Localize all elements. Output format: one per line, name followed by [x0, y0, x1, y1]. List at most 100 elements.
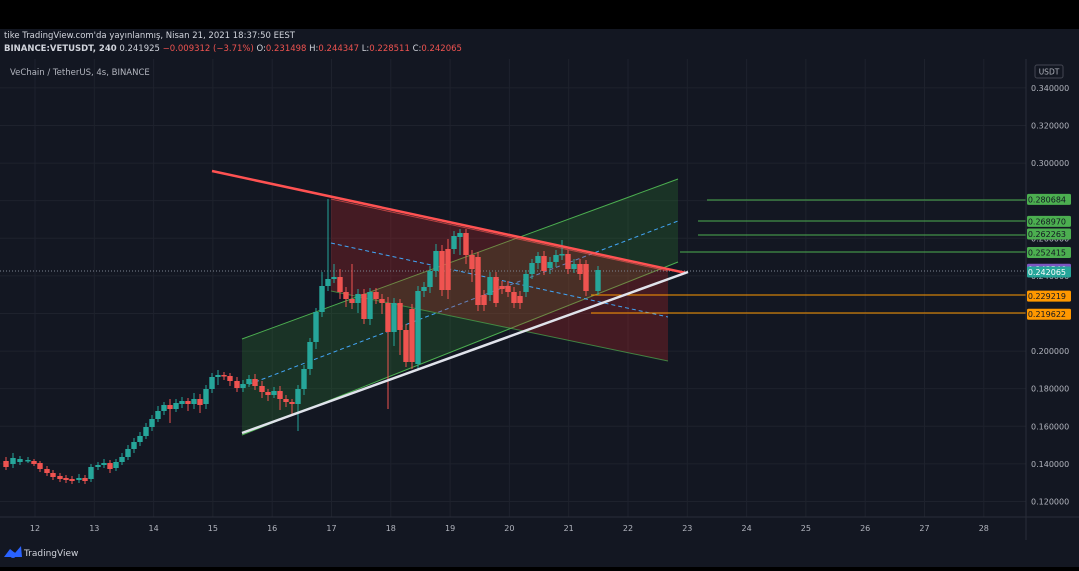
- candle-body: [337, 277, 343, 292]
- candle-body: [499, 286, 505, 289]
- published-line: tike TradingView.com'da yayınlanmış, Nis…: [4, 31, 295, 41]
- chart-svg: 0.3400000.3200000.3000000.2800000.260000…: [0, 59, 1079, 540]
- candle-body: [445, 249, 451, 290]
- candle-body: [131, 442, 137, 449]
- ascending-channel-mid: [241, 220, 679, 388]
- candle-body: [63, 478, 69, 480]
- level-label-bg: [1027, 228, 1071, 240]
- candle-body: [319, 286, 325, 312]
- level-label-bg: [1027, 193, 1071, 205]
- price-change: −0.009312 (−3.71%): [162, 44, 254, 54]
- candle-body: [203, 389, 209, 404]
- candle-body: [295, 389, 301, 404]
- candle-body: [451, 236, 457, 249]
- date-tick-label: 15: [208, 524, 218, 533]
- candle-body: [88, 467, 94, 479]
- date-tick-label: 28: [979, 524, 989, 533]
- candle-body: [44, 469, 50, 473]
- candle-body: [523, 274, 529, 292]
- price-tick-label: 0.160000: [1031, 422, 1069, 431]
- date-tick-label: 24: [742, 524, 752, 533]
- candle-body: [76, 478, 82, 480]
- descending-channel-fill: [331, 199, 668, 361]
- high-value: 0.244347: [318, 44, 359, 54]
- date-ticks: 12 13 14 15 16 17 18 19 20 21 22 23 24 25 26 27 28: [30, 524, 989, 533]
- candle-body: [313, 312, 319, 342]
- candle-body: [185, 401, 191, 404]
- candle-body: [37, 463, 43, 469]
- candle-body: [541, 256, 547, 271]
- date-tick-label: 18: [386, 524, 396, 533]
- level-label-text: 0.219622: [1028, 310, 1066, 319]
- candle-body: [167, 405, 173, 409]
- currency-button[interactable]: USDT: [1034, 64, 1064, 79]
- level-label-text: 0.252415: [1028, 249, 1066, 258]
- candle-body: [391, 303, 397, 332]
- close-value: 0.242065: [421, 44, 462, 54]
- candle-body: [559, 254, 565, 256]
- symbol-ohlc-line: BINANCE:VETUSDT, 240 0.241925 −0.009312 …: [4, 44, 462, 55]
- candle-body: [234, 381, 240, 388]
- descending-trendline: [211, 169, 687, 275]
- candle-body: [265, 392, 271, 395]
- candle-body: [487, 277, 493, 295]
- date-tick-label: 21: [564, 524, 574, 533]
- level-label-bg: [1027, 308, 1071, 320]
- candle-body: [209, 377, 215, 389]
- candle-body: [367, 292, 373, 319]
- candle-body: [355, 294, 361, 303]
- level-labels: 0.2806840.2689700.2622630.2524150.243546…: [1027, 193, 1071, 320]
- candle-body: [125, 449, 131, 457]
- symbol-label: BINANCE:VETUSDT, 240: [4, 44, 117, 54]
- candle-body: [179, 401, 185, 404]
- candle-body: [571, 264, 577, 269]
- level-label-text: 0.280684: [1028, 195, 1066, 204]
- candle-body: [439, 251, 445, 290]
- candle-body: [259, 386, 265, 392]
- date-tick-label: 19: [445, 524, 455, 533]
- candle-body: [565, 254, 571, 269]
- candle-body: [82, 478, 88, 481]
- candle-body: [535, 256, 541, 263]
- ascending-trendline: [241, 270, 689, 435]
- candle-body: [325, 279, 331, 286]
- price-tick-label: 0.340000: [1031, 84, 1069, 93]
- candle-body: [10, 458, 16, 464]
- candle-body: [143, 427, 149, 436]
- candle-body: [246, 379, 252, 384]
- ascending-channel-fill: [242, 179, 678, 435]
- candle-body: [69, 479, 75, 481]
- price-tick-label: 0.300000: [1031, 159, 1069, 168]
- candle-body: [283, 399, 289, 402]
- candle-body: [475, 257, 481, 305]
- footer-svg: TradingView: [4, 546, 78, 559]
- candle-body: [481, 295, 487, 305]
- date-tick-label: 13: [89, 524, 99, 533]
- candle-body: [307, 342, 313, 369]
- level-label-text: 0.262263: [1028, 230, 1066, 239]
- candle-body: [277, 391, 283, 399]
- grid: [0, 59, 1026, 517]
- candles: [3, 199, 601, 484]
- candle-body: [421, 287, 427, 291]
- candle-body: [331, 277, 337, 279]
- candle-body: [173, 403, 179, 409]
- candle-body: [349, 299, 355, 303]
- footer: TradingView: [0, 540, 1079, 567]
- candle-body: [403, 330, 409, 362]
- low-label: L:: [361, 44, 370, 54]
- level-label-bg: [1027, 247, 1071, 259]
- candle-body: [149, 419, 155, 427]
- date-tick-label: 22: [623, 524, 633, 533]
- candle-body: [463, 233, 469, 255]
- date-tick-label: 12: [30, 524, 40, 533]
- candle-body: [517, 296, 523, 303]
- price-tick-label: 0.320000: [1031, 121, 1069, 130]
- price-tick-label: 0.120000: [1031, 497, 1069, 506]
- candle-body: [161, 405, 167, 411]
- candle-body: [155, 411, 161, 419]
- last-price: 0.241925: [119, 44, 160, 54]
- candle-body: [457, 233, 463, 237]
- chart-area[interactable]: 0.3400000.3200000.3000000.2800000.260000…: [0, 59, 1079, 540]
